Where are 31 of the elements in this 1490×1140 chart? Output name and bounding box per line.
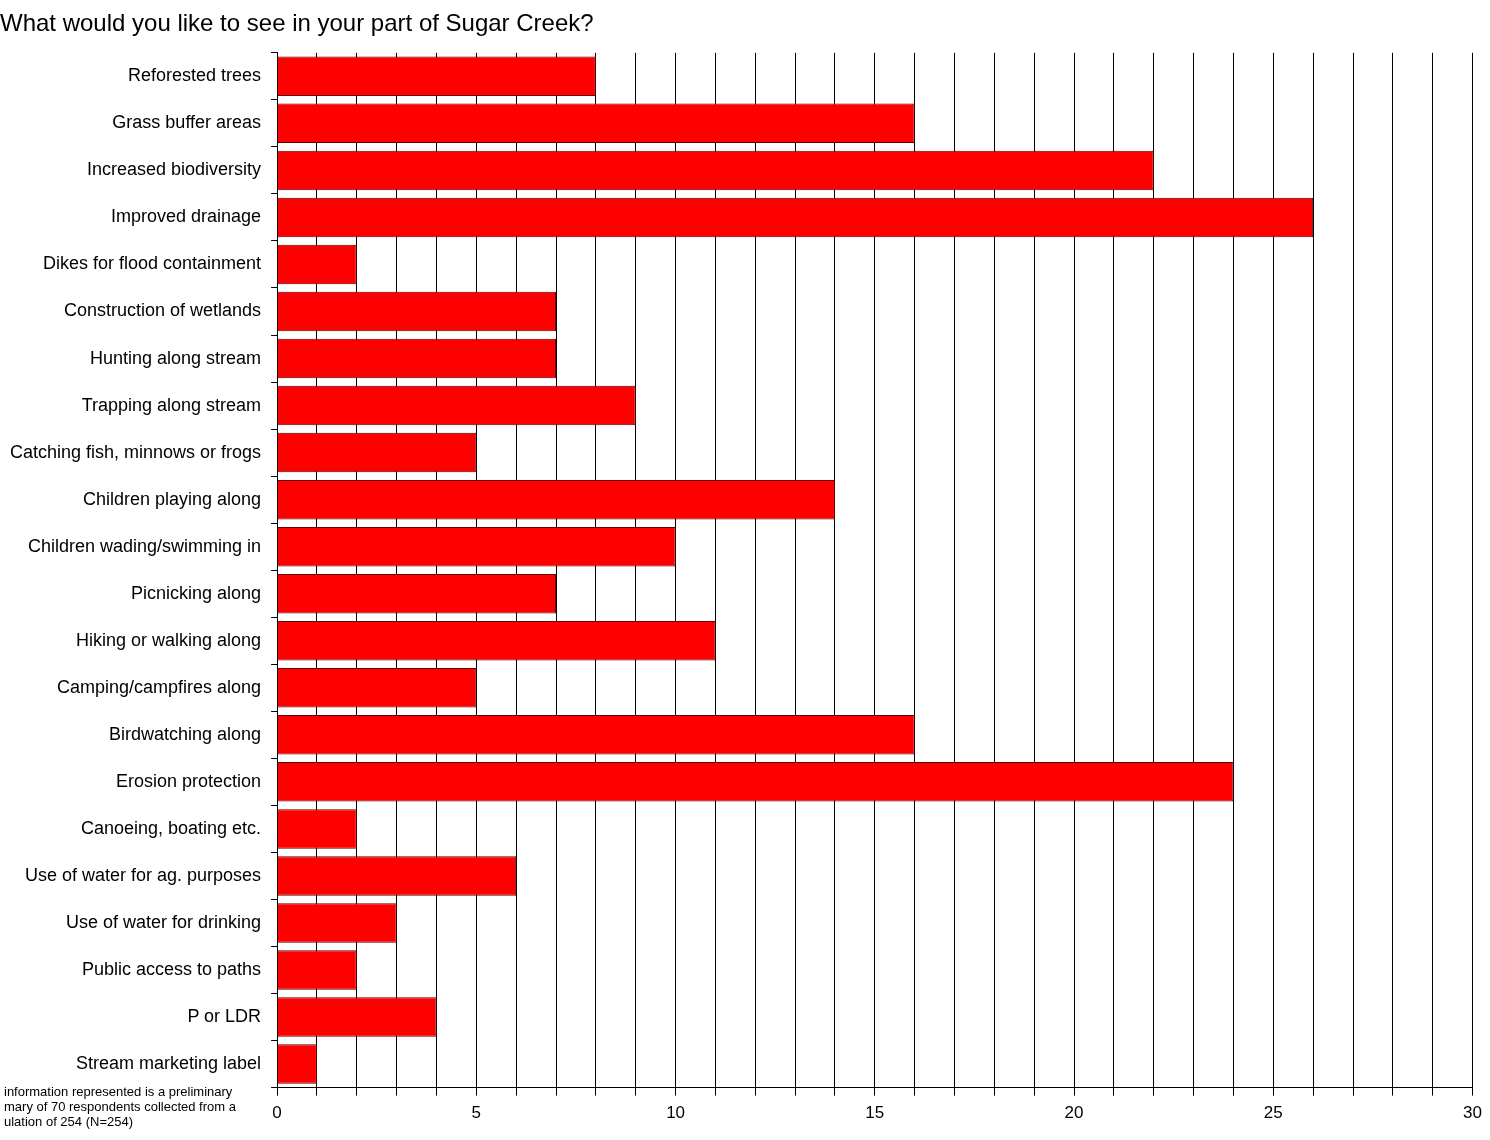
y-tick-label: Use of water for drinking — [66, 911, 262, 932]
x-tick-label: 5 — [471, 1103, 482, 1123]
y-tick-label: Picnicking along — [131, 582, 262, 603]
chart-title: What would you like to see in your part of Sugar Creek? — [0, 9, 594, 37]
y-tick-label: Construction of wetlands — [63, 300, 262, 321]
y-tick-label: Trapping along stream — [81, 394, 262, 415]
y-tick-label: Grass buffer areas — [112, 112, 262, 133]
x-tick-label: 15 — [865, 1103, 885, 1123]
y-tick-label: Stream marketing label — [76, 1053, 262, 1074]
y-tick-label: Hunting along stream — [89, 347, 262, 368]
y-tick-label: Children wading/swimming in — [27, 535, 262, 556]
y-tick-label: Hiking or walking along — [75, 629, 262, 650]
x-tick-label: 20 — [1064, 1103, 1084, 1123]
y-tick-label: Increased biodiversity — [87, 159, 262, 180]
y-tick-label: Birdwatching along — [108, 723, 262, 744]
x-tick-label: 30 — [1463, 1103, 1483, 1123]
y-tick-label: Erosion protection — [116, 770, 262, 791]
y-tick-label: Children playing along — [82, 488, 262, 509]
y-tick-label: Canoeing, boating etc. — [80, 817, 262, 838]
x-tick-label: 10 — [666, 1103, 686, 1123]
text: information represented is a preliminary mary of 70 respondents collected from a ulation of 254 (N=254) — [4, 1084, 237, 1130]
y-tick-label: Catching fish, minnows or frogs — [9, 441, 262, 462]
y-tick-label: Camping/campfires along — [56, 676, 262, 697]
y-tick-label: Improved drainage — [111, 206, 262, 227]
y-tick-label: Public access to paths — [81, 958, 262, 979]
y-tick-label: P or LDR — [187, 1006, 262, 1027]
y-tick-label: Dikes for flood containment — [42, 253, 262, 274]
x-tick-label: 0 — [272, 1103, 282, 1123]
x-tick-label: 25 — [1263, 1103, 1283, 1123]
y-tick-label: Use of water for ag. purposes — [24, 864, 262, 885]
y-tick-label: Reforested trees — [128, 65, 262, 86]
